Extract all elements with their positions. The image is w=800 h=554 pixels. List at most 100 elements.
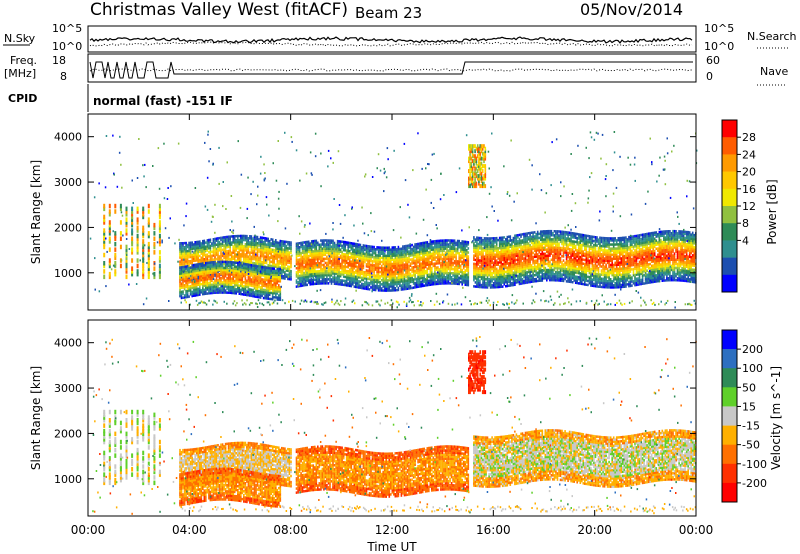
- data-cell: [428, 280, 430, 283]
- data-cell: [331, 278, 333, 281]
- data-cell: [190, 285, 192, 288]
- data-cell: [343, 284, 345, 287]
- data-cell: [341, 251, 343, 254]
- data-cell: [344, 253, 346, 256]
- data-cell: [219, 255, 221, 258]
- data-cell: [226, 291, 228, 294]
- data-cell: [422, 242, 424, 245]
- data-cell: [251, 264, 253, 267]
- data-cell: [322, 264, 324, 267]
- data-cell: [245, 273, 247, 276]
- data-cell: [369, 282, 371, 285]
- data-cell: [344, 241, 346, 244]
- data-cell: [260, 236, 262, 239]
- data-cell: [505, 271, 507, 274]
- data-cell: [346, 266, 348, 269]
- data-cell: [385, 247, 387, 250]
- data-cell: [270, 261, 272, 264]
- data-cell: [434, 240, 436, 243]
- data-cell: [232, 261, 234, 264]
- data-cell: [237, 251, 239, 254]
- data-cell: [261, 266, 263, 269]
- data-cell: [273, 249, 275, 252]
- data-cell: [390, 248, 392, 251]
- data-cell: [182, 242, 184, 245]
- data-cell: [410, 285, 412, 288]
- data-cell: [395, 287, 397, 290]
- data-cell: [499, 237, 501, 240]
- nsky-label: N.Sky: [4, 32, 36, 45]
- data-cell: [199, 259, 201, 262]
- data-cell: [332, 268, 334, 271]
- data-cell: [475, 259, 477, 262]
- data-cell: [328, 258, 330, 261]
- data-cell: [455, 248, 457, 251]
- data-cell: [436, 281, 438, 284]
- data-cell: [269, 240, 271, 243]
- data-cell: [399, 248, 401, 251]
- data-cell: [328, 282, 330, 285]
- data-cell: [387, 247, 389, 250]
- data-cell: [263, 289, 265, 292]
- data-cell: [384, 253, 386, 256]
- data-cell: [188, 267, 190, 270]
- data-cell: [317, 270, 319, 273]
- data-cell: [460, 254, 462, 256]
- data-cell: [255, 265, 257, 268]
- data-cell: [213, 258, 215, 261]
- data-cell: [335, 277, 337, 280]
- data-cell: [181, 278, 183, 281]
- data-cell: [358, 243, 360, 246]
- data-cell: [316, 240, 318, 243]
- data-cell: [188, 260, 190, 263]
- data-cell: [414, 260, 416, 263]
- data-cell: [272, 255, 274, 258]
- data-cell: [220, 237, 222, 240]
- data-cell: [202, 262, 204, 265]
- data-cell: [329, 239, 331, 242]
- data-cell: [248, 237, 250, 240]
- data-cell: [196, 241, 198, 244]
- data-cell: [323, 264, 325, 267]
- data-cell: [491, 237, 493, 240]
- data-cell: [373, 256, 375, 259]
- data-cell: [392, 246, 394, 249]
- data-cell: [214, 261, 216, 264]
- data-cell: [392, 263, 394, 266]
- data-cell: [357, 243, 359, 246]
- data-cell: [425, 258, 427, 261]
- data-cell: [451, 239, 453, 242]
- data-cell: [199, 255, 201, 258]
- data-cell: [223, 244, 225, 247]
- data-cell: [278, 284, 280, 287]
- data-cell: [278, 276, 280, 279]
- data-cell: [496, 259, 498, 262]
- data-cell: [508, 285, 510, 288]
- nave-label: Nave: [760, 65, 788, 78]
- data-cell: [216, 244, 218, 247]
- noise-left-tick-bottom: 10^0: [52, 40, 82, 53]
- data-cell: [231, 269, 233, 272]
- data-cell: [334, 242, 336, 245]
- data-cell: [502, 236, 504, 239]
- noise-right-tick-bottom: 10^0: [704, 40, 734, 53]
- data-cell: [223, 267, 225, 270]
- data-cell: [493, 276, 495, 279]
- data-cell: [326, 239, 328, 242]
- data-cell: [375, 285, 377, 288]
- data-cell: [331, 260, 333, 263]
- data-cell: [473, 285, 475, 288]
- data-cell: [335, 244, 337, 247]
- data-cell: [473, 263, 475, 266]
- data-cell: [482, 239, 484, 242]
- data-cell: [243, 281, 245, 284]
- data-cell: [457, 260, 459, 263]
- data-cell: [423, 284, 425, 287]
- data-cell: [328, 278, 330, 281]
- data-cell: [219, 287, 221, 290]
- data-cell: [240, 272, 242, 275]
- data-cell: [347, 282, 349, 285]
- data-cell: [325, 243, 327, 246]
- data-cell: [296, 271, 298, 274]
- data-cell: [437, 266, 439, 269]
